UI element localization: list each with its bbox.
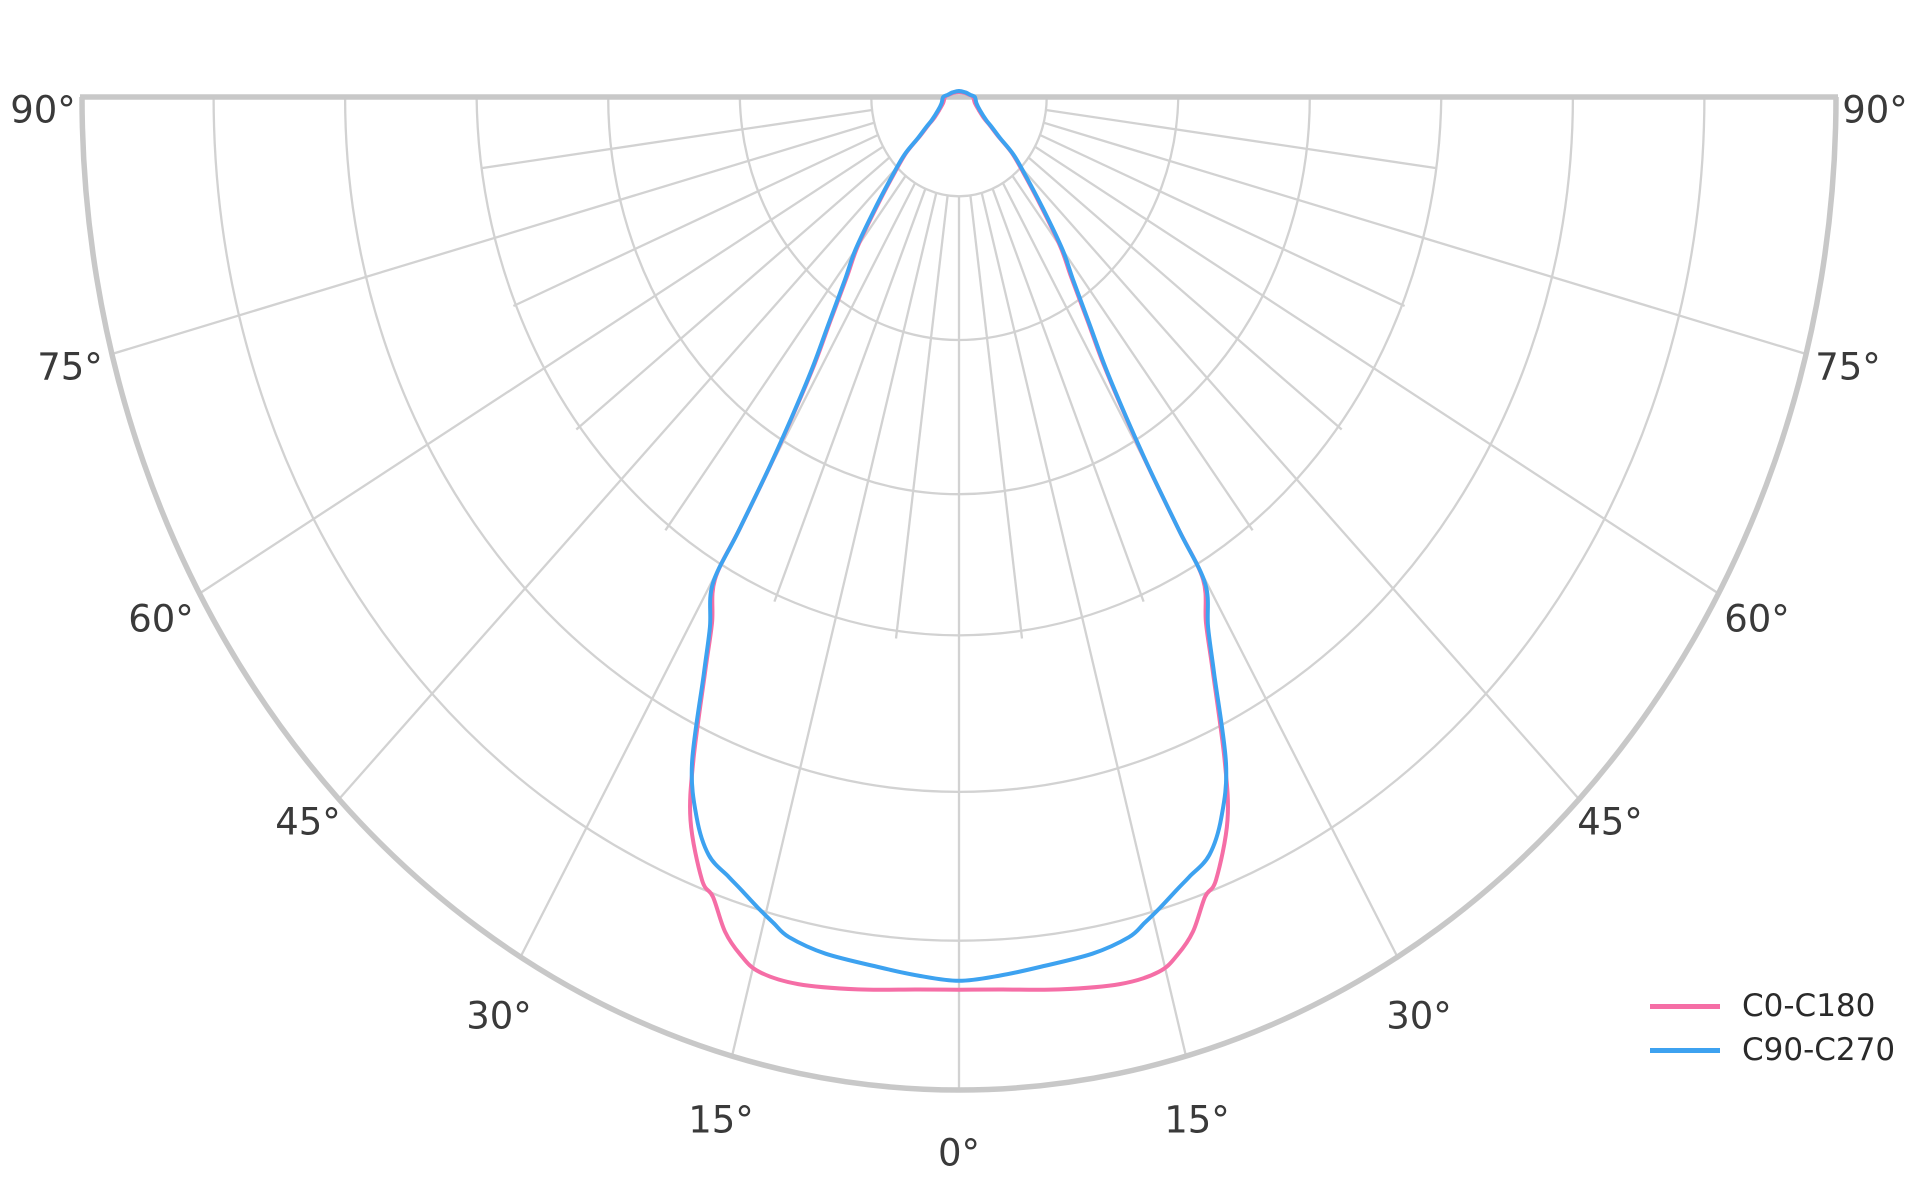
legend-label-c90: C90-C270	[1742, 1032, 1896, 1068]
grid-radial-line	[1039, 133, 1406, 308]
grid-radial-line	[730, 192, 938, 1057]
angle-label: 15°	[688, 1099, 754, 1142]
grid-radial-line	[338, 166, 898, 800]
grid-radial-line	[480, 108, 873, 170]
angle-label: 45°	[1577, 801, 1643, 844]
angle-label: 90°	[10, 89, 76, 132]
grid-ring	[870, 96, 1048, 198]
grid-radial-line	[980, 192, 1188, 1057]
grid-radial-line	[664, 175, 907, 531]
angle-label: 90°	[1842, 89, 1908, 132]
angle-label: 30°	[466, 995, 532, 1038]
chart-rim	[79, 94, 1839, 1093]
grid-radial-line	[1027, 156, 1343, 431]
angle-label: 60°	[128, 598, 194, 641]
rim-arc	[79, 96, 1839, 1093]
angle-label: 75°	[37, 346, 103, 389]
angle-label: 30°	[1386, 995, 1452, 1038]
legend: C0-C180 C90-C270	[1650, 984, 1895, 1072]
grid-radial-line	[969, 195, 1024, 639]
grid-radial-line	[991, 188, 1145, 602]
legend-color-swatch-c90	[1650, 1047, 1720, 1053]
angle-labels: 90° 90° 75° 75° 60° 60° 45° 45° 30° 30° 15° 15° 0°	[10, 89, 1908, 1175]
grid-radial-line	[198, 145, 884, 595]
legend-label-c0: C0-C180	[1742, 988, 1876, 1024]
angle-label: 60°	[1724, 598, 1790, 641]
angle-label: 15°	[1164, 1099, 1230, 1142]
legend-color-swatch-c0	[1650, 1003, 1720, 1009]
angle-label: 75°	[1815, 346, 1881, 389]
grid-radial-line	[1020, 166, 1580, 800]
grid-radial-line	[773, 188, 927, 602]
curve-c90-c270	[689, 89, 1229, 983]
grid-radial-line	[512, 133, 879, 308]
legend-item-c90-c270: C90-C270	[1650, 1028, 1895, 1072]
grid-radial-line	[1043, 121, 1807, 356]
grid-radial-lines	[111, 108, 1807, 1090]
angle-label: 0°	[938, 1132, 980, 1175]
grid-radial-line	[111, 121, 875, 356]
grid-radial-line	[1011, 175, 1254, 531]
angle-label: 45°	[275, 801, 341, 844]
distribution-curves	[688, 89, 1230, 992]
grid-radial-line	[1034, 145, 1720, 595]
grid-radial-line	[575, 156, 891, 431]
legend-item-c0-c180: C0-C180	[1650, 984, 1895, 1028]
grid-radial-line	[1045, 108, 1438, 170]
grid-radial-line	[894, 195, 949, 639]
